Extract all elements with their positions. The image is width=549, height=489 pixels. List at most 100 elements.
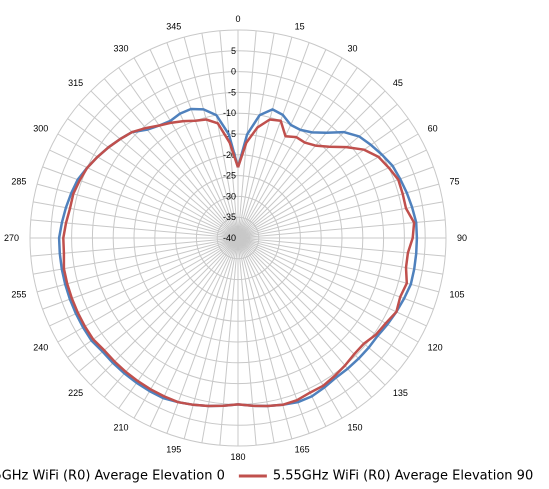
grid-spoke: [237, 42, 310, 239]
grid-spoke: [201, 33, 239, 239]
angle-tick-label: 15: [295, 21, 305, 31]
angle-tick-label: 60: [428, 124, 438, 134]
grid-spoke: [237, 237, 327, 427]
grid-spoke: [237, 237, 440, 293]
grid-spoke: [133, 237, 239, 419]
grid-spoke: [237, 90, 386, 239]
angle-tick-label: 120: [428, 343, 443, 353]
angle-tick-label: 180: [230, 452, 245, 462]
grid-spoke: [36, 183, 239, 239]
grid-spoke: [90, 90, 239, 239]
angle-tick-label: 255: [11, 290, 26, 300]
series-line-2: [62, 118, 416, 408]
grid-spoke: [183, 36, 239, 239]
angle-tick-label: 300: [33, 124, 48, 134]
angle-axis-labels: 0 15 30 45 60 75 90 105 120 135 150 165 180 195 210 225…: [4, 14, 467, 462]
grid-spoke: [78, 237, 239, 373]
grid-spoke: [118, 67, 239, 239]
grid-spoke: [149, 49, 239, 239]
grid-spoke: [33, 237, 239, 275]
grid-spoke: [237, 33, 275, 239]
grid-spoke: [237, 237, 409, 358]
radial-tick-label: -20: [223, 150, 236, 160]
legend-label-series-2: 5.55GHz WiFi (R0) Average Elevation 90: [273, 469, 533, 484]
grid-spoke: [237, 237, 443, 275]
angle-tick-label: 75: [450, 176, 460, 186]
angle-tick-label: 30: [348, 43, 358, 53]
grid-spoke: [49, 149, 239, 239]
angle-tick-label: 90: [457, 233, 467, 243]
grid-spoke: [103, 237, 239, 398]
grid-spoke: [57, 133, 239, 239]
grid-spoke: [67, 118, 239, 239]
grid-spoke: [237, 36, 293, 239]
chart-series: [57, 107, 419, 408]
grid-spoke: [237, 201, 443, 239]
legend-label-series-1: 5.55GHz WiFi (R0) Average Elevation 0: [0, 469, 225, 484]
grid-spoke: [133, 57, 239, 239]
grid-spoke: [149, 237, 239, 427]
grid-spoke: [237, 237, 257, 446]
grid-spoke: [42, 166, 239, 239]
grid-spoke: [78, 103, 239, 239]
angle-tick-label: 285: [11, 176, 26, 186]
angle-tick-label: 150: [348, 423, 363, 433]
grid-spoke: [237, 103, 398, 239]
angle-tick-label: 195: [166, 445, 181, 455]
grid-spoke: [237, 237, 446, 257]
radial-tick-label: -5: [228, 87, 236, 97]
angle-tick-label: 45: [393, 78, 403, 88]
grid-spoke: [237, 237, 386, 386]
angle-tick-label: 135: [393, 388, 408, 398]
radial-tick-label: -35: [223, 212, 236, 222]
angle-tick-label: 345: [166, 21, 181, 31]
grid-spoke: [237, 57, 343, 239]
angle-tick-label: 240: [33, 343, 48, 353]
grid-spoke: [57, 237, 239, 343]
radial-tick-label: -40: [223, 233, 236, 243]
grid-spoke: [237, 133, 419, 239]
grid-spoke: [67, 237, 239, 358]
angle-tick-label: 225: [68, 388, 83, 398]
grid-spoke: [33, 201, 239, 239]
radial-tick-label: -30: [223, 191, 236, 201]
grid-spoke: [237, 67, 358, 239]
grid-spoke: [166, 42, 239, 239]
angle-tick-label: 210: [113, 423, 128, 433]
grid-spoke: [237, 78, 373, 239]
grid-spoke: [90, 237, 239, 386]
grid-spoke: [103, 78, 239, 239]
grid-spoke: [237, 237, 358, 409]
grid-spoke: [237, 219, 446, 239]
grid-spoke: [118, 237, 239, 409]
radial-tick-label: -10: [223, 108, 236, 118]
radial-tick-label: 0: [231, 67, 236, 77]
grid-spoke: [237, 237, 275, 443]
grid-spoke: [237, 118, 409, 239]
grid-spoke: [219, 237, 239, 446]
grid-spoke: [49, 237, 239, 327]
angle-tick-label: 330: [113, 43, 128, 53]
grid-spoke: [30, 237, 239, 257]
angle-tick-label: 105: [450, 290, 465, 300]
grid-spoke: [237, 183, 440, 239]
grid-spoke: [237, 237, 427, 327]
grid-spoke: [36, 237, 239, 293]
chart-grid: [29, 29, 447, 447]
grid-spoke: [237, 237, 373, 398]
grid-spoke: [237, 237, 293, 440]
grid-spoke: [237, 49, 327, 239]
angle-tick-label: 165: [295, 445, 310, 455]
grid-spoke: [183, 237, 239, 440]
grid-spoke: [42, 237, 239, 310]
grid-spoke: [237, 149, 427, 239]
radial-tick-label: -25: [223, 171, 236, 181]
grid-spoke: [237, 237, 398, 373]
angle-tick-label: 270: [4, 233, 19, 243]
angle-tick-label: 315: [68, 78, 83, 88]
angle-tick-label: 0: [235, 14, 240, 24]
radial-tick-label: 5: [231, 46, 236, 56]
chart-legend: 5.55GHz WiFi (R0) Average Elevation 0 5.…: [0, 469, 533, 484]
grid-spoke: [201, 237, 239, 443]
